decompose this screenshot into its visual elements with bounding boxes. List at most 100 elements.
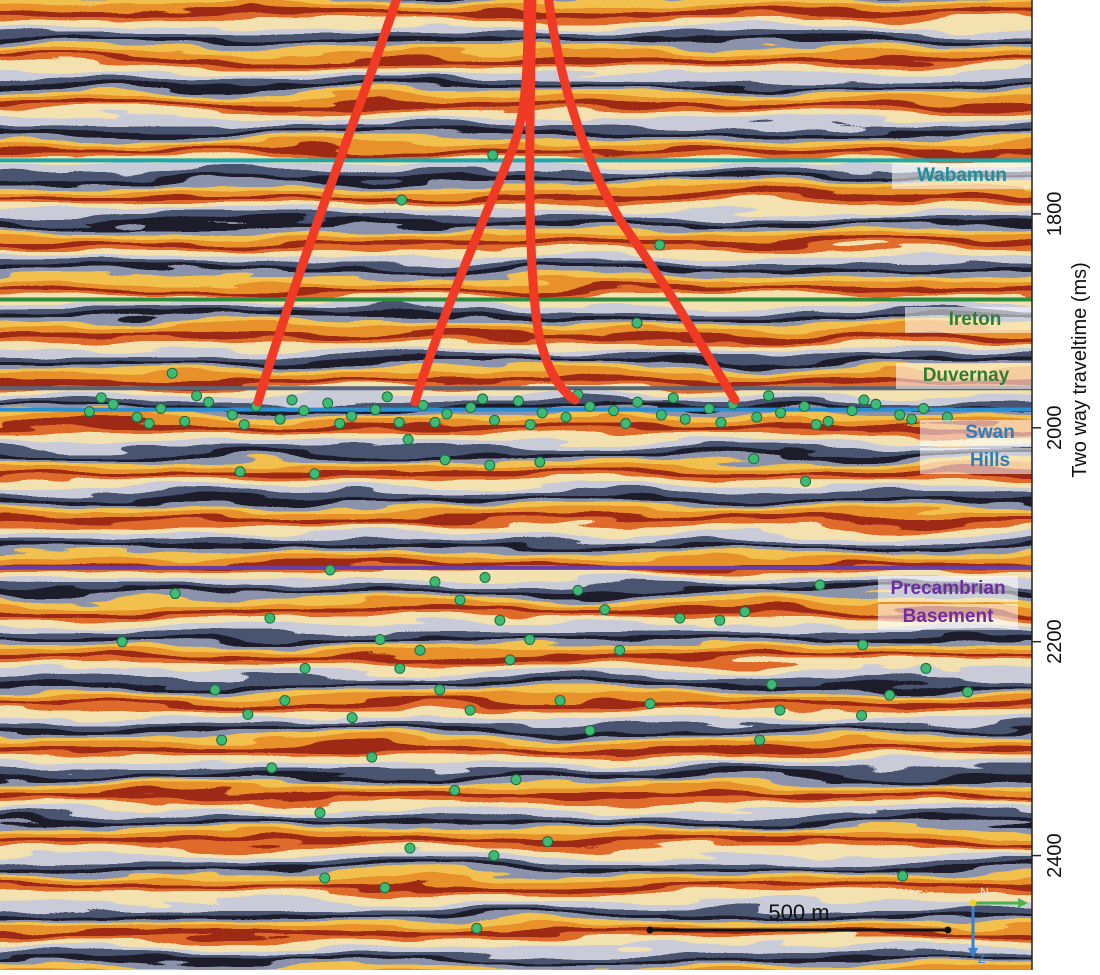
y-axis-label: Two way traveltime (ms) bbox=[1069, 262, 1091, 478]
event-point bbox=[679, 413, 691, 425]
event-point bbox=[858, 394, 870, 406]
orientation-icon: N Z bbox=[968, 885, 1028, 966]
horizon-label: Hills bbox=[970, 450, 1010, 471]
event-point bbox=[584, 724, 596, 736]
event-point bbox=[739, 606, 751, 618]
event-point bbox=[298, 405, 310, 417]
event-point bbox=[748, 453, 760, 465]
scale-bar-label: 500 m bbox=[768, 900, 829, 925]
well bbox=[525, 0, 580, 405]
event-point bbox=[477, 393, 489, 405]
event-point bbox=[870, 398, 882, 410]
y-axis: 1800 2000 2200 2400 bbox=[1032, 192, 1066, 878]
event-point bbox=[798, 400, 810, 412]
event-point bbox=[266, 762, 278, 774]
event-point bbox=[560, 411, 572, 423]
event-point bbox=[346, 712, 358, 724]
event-point bbox=[494, 614, 506, 626]
event-point bbox=[449, 784, 461, 796]
y-tick-label: 2200 bbox=[1044, 619, 1066, 664]
event-point bbox=[95, 392, 107, 404]
event-point bbox=[654, 239, 666, 251]
event-point bbox=[714, 614, 726, 626]
event-point bbox=[434, 684, 446, 696]
event-point bbox=[414, 644, 426, 656]
x-arrow-head bbox=[1018, 898, 1028, 908]
event-point bbox=[169, 588, 181, 600]
event-point bbox=[962, 686, 974, 698]
events bbox=[83, 149, 974, 934]
event-point bbox=[454, 594, 466, 606]
label-background bbox=[920, 448, 1060, 474]
label-background bbox=[896, 363, 1036, 389]
event-point bbox=[242, 708, 254, 720]
event-point bbox=[274, 413, 286, 425]
event-point bbox=[504, 654, 516, 666]
event-point bbox=[754, 734, 766, 746]
event-point bbox=[179, 415, 191, 427]
origin bbox=[969, 899, 977, 907]
event-point bbox=[299, 662, 311, 674]
event-point bbox=[763, 390, 775, 402]
event-point bbox=[810, 419, 822, 431]
event-point bbox=[894, 409, 906, 421]
event-point bbox=[856, 709, 868, 721]
event-point bbox=[484, 459, 496, 471]
scale-bar-end bbox=[646, 926, 654, 934]
event-point bbox=[608, 405, 620, 417]
event-point bbox=[524, 634, 536, 646]
event-point bbox=[471, 922, 483, 934]
event-point bbox=[554, 694, 566, 706]
event-point bbox=[599, 604, 611, 616]
z-arrow-head bbox=[968, 948, 978, 958]
event-point bbox=[286, 394, 298, 406]
event-point bbox=[534, 456, 546, 468]
horizon-label: Basement bbox=[903, 606, 994, 627]
event-point bbox=[366, 751, 378, 763]
event-point bbox=[631, 317, 643, 329]
event-point bbox=[131, 411, 143, 423]
event-point bbox=[279, 694, 291, 706]
y-tick-label: 2000 bbox=[1044, 406, 1066, 451]
event-point bbox=[510, 774, 522, 786]
well bbox=[544, 0, 740, 405]
event-point bbox=[394, 662, 406, 674]
event-point bbox=[584, 400, 596, 412]
event-point bbox=[393, 416, 405, 428]
event-point bbox=[766, 678, 778, 690]
event-point bbox=[324, 564, 336, 576]
event-point bbox=[322, 397, 334, 409]
event-point bbox=[116, 636, 128, 648]
event-point bbox=[429, 576, 441, 588]
y-tick-label: 2400 bbox=[1044, 833, 1066, 878]
event-point bbox=[774, 704, 786, 716]
event-point bbox=[620, 418, 632, 430]
label-background bbox=[878, 604, 1018, 630]
horizon-label: Swan bbox=[965, 422, 1015, 443]
horizon-label: Wabamun bbox=[917, 165, 1007, 186]
event-point bbox=[800, 475, 812, 487]
event-point bbox=[488, 850, 500, 862]
label-background bbox=[920, 420, 1060, 446]
event-point bbox=[614, 644, 626, 656]
event-point bbox=[319, 872, 331, 884]
event-point bbox=[822, 415, 834, 427]
event-point bbox=[203, 396, 215, 408]
down-label: Z bbox=[978, 952, 985, 966]
event-point bbox=[346, 410, 358, 422]
event-point bbox=[655, 409, 667, 421]
north-label: N bbox=[980, 885, 989, 899]
event-point bbox=[374, 634, 386, 646]
event-point bbox=[512, 395, 524, 407]
event-point bbox=[166, 367, 178, 379]
label-background bbox=[892, 163, 1032, 189]
label-background bbox=[878, 576, 1018, 602]
event-point bbox=[542, 836, 554, 848]
event-point bbox=[216, 734, 228, 746]
event-point bbox=[487, 149, 499, 161]
event-point bbox=[775, 407, 787, 419]
event-point bbox=[379, 882, 391, 894]
event-point bbox=[429, 416, 441, 428]
